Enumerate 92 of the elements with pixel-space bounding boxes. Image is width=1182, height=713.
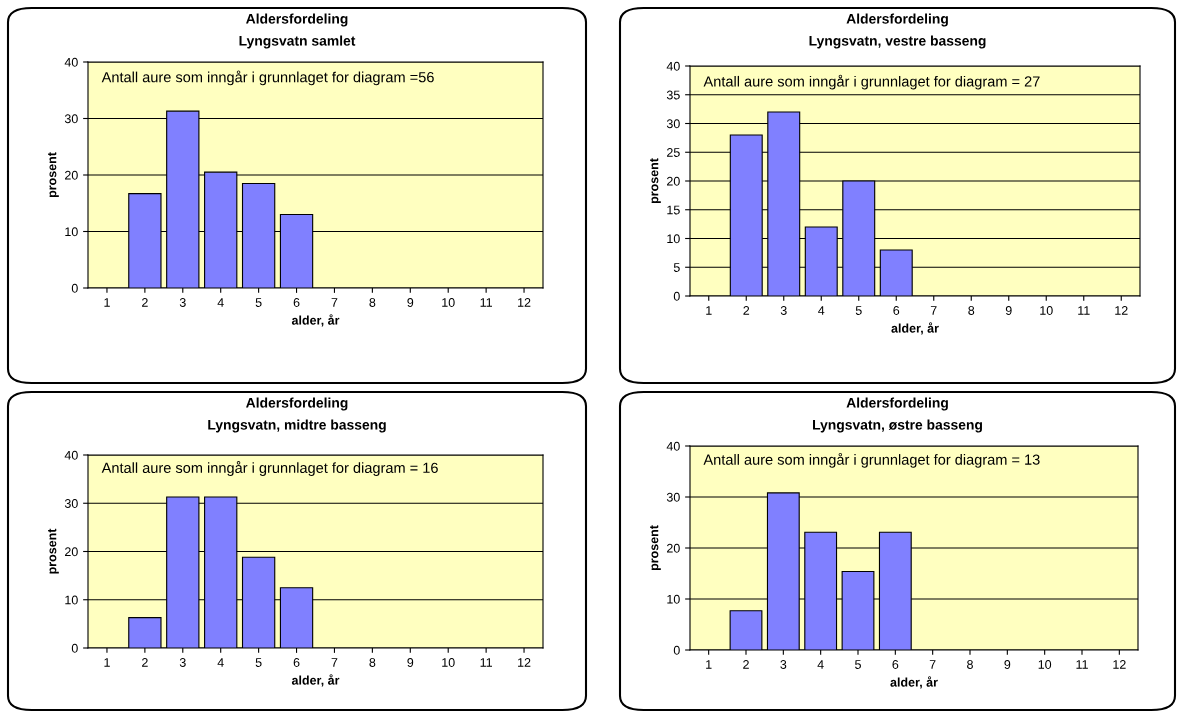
y-tick-label: 20 (65, 170, 78, 180)
y-axis-title: prosent (650, 525, 661, 571)
x-tick-label: 5 (855, 660, 861, 669)
y-tick-label: 0 (71, 643, 78, 653)
x-tick-label: 7 (930, 306, 937, 315)
y-tick-label: 40 (64, 450, 78, 460)
chart-title: Aldersfordeling (246, 13, 348, 27)
x-tick-label: 3 (780, 306, 787, 315)
x-tick-label: 1 (104, 658, 110, 667)
x-tick-label: 9 (407, 298, 414, 307)
x-axis-title: alder, år (890, 676, 938, 689)
x-tick-label: 5 (255, 298, 262, 307)
chart-subtitle: Lyngsvatn, midtre basseng (208, 419, 386, 433)
x-tick-label: 2 (142, 658, 148, 667)
y-tick-label: 25 (667, 148, 680, 157)
y-tick-label: 15 (667, 205, 680, 215)
y-tick-label: 0 (71, 283, 78, 293)
chart-subtitle: Lyngsvatn, vestre basseng (809, 35, 986, 49)
x-tick-label: 8 (369, 658, 376, 667)
y-tick-label: 10 (667, 234, 680, 244)
y-axis-title: prosent (650, 158, 661, 204)
x-tick-label: 11 (480, 298, 493, 307)
y-tick-label: 10 (667, 594, 680, 604)
x-tick-label: 12 (518, 298, 531, 307)
y-tick-label: 20 (667, 176, 680, 186)
y-tick-label: 20 (65, 547, 78, 557)
y-tick-label: 20 (667, 543, 680, 553)
chart-title: Aldersfordeling (846, 13, 948, 27)
x-tick-label: 3 (780, 660, 787, 669)
chart-title: Aldersfordeling (846, 397, 948, 411)
x-tick-label: 1 (706, 306, 712, 315)
annotation: Antall aure som inngår i grunnlaget for diagram = 16 (101, 461, 438, 476)
x-axis-title: alder, år (291, 674, 340, 687)
x-tick-label: 12 (1115, 306, 1128, 315)
x-tick-label: 8 (369, 298, 376, 307)
annotation: Antall aure som inngår i grunnlaget for diagram = 27 (703, 74, 1040, 90)
y-axis-title: prosent (48, 152, 59, 198)
x-tick-label: 8 (967, 660, 973, 669)
x-tick-label: 7 (331, 298, 338, 307)
annotation: Antall aure som inngår i grunnlaget for diagram =56 (101, 70, 434, 86)
y-tick-label: 5 (673, 263, 680, 272)
x-tick-label: 6 (893, 306, 900, 315)
x-tick-label: 11 (480, 658, 493, 667)
x-tick-label: 5 (255, 658, 262, 667)
x-tick-label: 9 (1004, 660, 1011, 669)
y-tick-label: 30 (666, 492, 680, 502)
x-axis-title: alder, år (891, 322, 939, 335)
chart-subtitle: Lyngsvatn, østre basseng (813, 419, 982, 433)
x-tick-label: 6 (293, 658, 300, 667)
y-tick-label: 10 (65, 227, 78, 237)
y-tick-label: 30 (64, 499, 78, 508)
y-tick-label: 40 (666, 61, 680, 71)
x-tick-label: 4 (817, 660, 824, 669)
y-tick-label: 0 (673, 645, 680, 655)
x-tick-label: 4 (818, 306, 825, 315)
y-tick-label: 40 (64, 57, 78, 67)
x-tick-label: 2 (142, 298, 148, 307)
x-tick-label: 10 (442, 298, 455, 307)
x-tick-label: 2 (743, 306, 750, 315)
y-tick-label: 30 (666, 119, 680, 129)
x-tick-label: 6 (293, 298, 300, 307)
y-tick-label: 0 (673, 291, 680, 301)
chart-subtitle: Lyngsvatn samlet (239, 35, 356, 49)
y-tick-label: 35 (666, 90, 680, 100)
x-tick-label: 7 (331, 658, 338, 667)
x-tick-label: 4 (217, 658, 224, 667)
chart-title: Aldersfordeling (246, 397, 348, 411)
x-tick-label: 7 (929, 660, 936, 669)
x-tick-label: 6 (892, 660, 899, 669)
x-tick-label: 10 (1038, 660, 1052, 669)
x-tick-label: 11 (1078, 306, 1090, 315)
x-tick-label: 8 (968, 306, 975, 315)
x-tick-label: 12 (1113, 660, 1126, 669)
y-tick-label: 30 (64, 114, 78, 124)
x-tick-label: 10 (1040, 306, 1053, 315)
x-tick-label: 4 (217, 298, 224, 307)
x-tick-label: 3 (179, 298, 186, 307)
x-tick-label: 2 (743, 660, 749, 669)
x-tick-label: 3 (179, 658, 186, 667)
y-axis-title: prosent (48, 528, 59, 574)
x-tick-label: 9 (407, 658, 414, 667)
x-axis-title: alder, år (291, 314, 340, 327)
x-tick-label: 11 (1076, 660, 1088, 669)
x-tick-label: 1 (706, 660, 712, 669)
x-tick-label: 10 (442, 658, 455, 667)
x-tick-label: 9 (1005, 306, 1012, 315)
annotation: Antall aure som inngår i grunnlaget for diagram = 13 (703, 452, 1040, 468)
x-tick-label: 5 (855, 306, 862, 315)
x-tick-label: 1 (104, 298, 110, 307)
y-tick-label: 10 (65, 595, 78, 605)
y-tick-label: 40 (666, 441, 680, 451)
x-tick-label: 12 (518, 658, 531, 667)
